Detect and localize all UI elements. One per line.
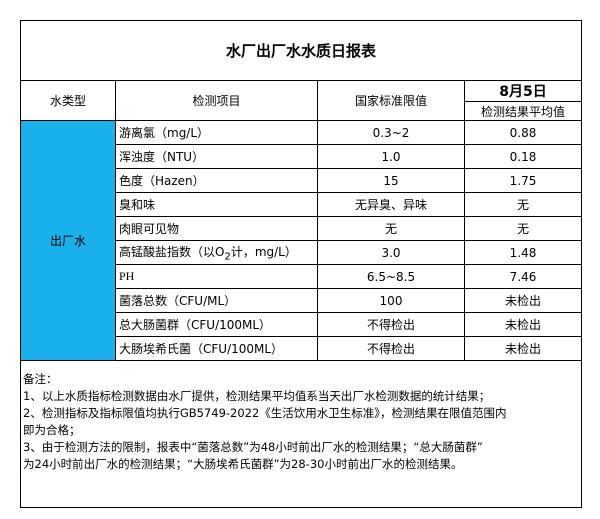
standard-cell: 100 bbox=[317, 288, 465, 313]
note-line: 3、由于检测方法的限制，报表中“菌落总数”为48小时前出厂水的检测结果；“总大肠… bbox=[23, 440, 483, 454]
notes-heading: 备注： bbox=[23, 372, 58, 386]
item-cell: 臭和味 bbox=[115, 192, 318, 217]
note-line: 1、以上水质指标检测数据由水厂提供，检测结果平均值系当天出厂水检测数据的统计结果… bbox=[23, 389, 491, 403]
item-cell: 浑浊度（NTU） bbox=[115, 144, 318, 169]
table-row: 浑浊度（NTU） 1.0 0.18 bbox=[21, 144, 583, 169]
header-result: 检测结果平均值 bbox=[463, 101, 583, 121]
standard-cell: 0.3~2 bbox=[317, 120, 465, 145]
item-subscript: 2 bbox=[224, 251, 231, 263]
item-cell: 高锰酸盐指数（以O2计，mg/L） bbox=[115, 240, 318, 265]
result-cell: 0.88 bbox=[463, 120, 583, 145]
standard-cell: 15 bbox=[317, 168, 465, 193]
table-row: 菌落总数（CFU/ML） 100 未检出 bbox=[21, 288, 583, 313]
header-date: 8月5日 bbox=[463, 80, 583, 102]
note-line: 为24小时前出厂水的检测结果；“大肠埃希氏菌群”为28-30小时前出厂水的检测结… bbox=[23, 457, 463, 471]
standard-cell: 1.0 bbox=[317, 144, 465, 169]
water-type-cell: 出厂水 bbox=[20, 120, 116, 361]
standard-cell: 无 bbox=[317, 216, 465, 241]
water-quality-report-table: 水厂出厂水水质日报表 水类型 检测项目 国家标准限值 8月5日 检测结果平均值 … bbox=[19, 20, 583, 508]
result-cell: 1.48 bbox=[463, 240, 583, 265]
standard-cell: 6.5~8.5 bbox=[317, 264, 465, 289]
result-cell: 未检出 bbox=[463, 336, 583, 361]
item-cell: PH bbox=[115, 264, 318, 289]
header-item: 检测项目 bbox=[115, 80, 318, 121]
item-cell: 色度（Hazen） bbox=[115, 168, 318, 193]
standard-cell: 无异臭、异味 bbox=[317, 192, 465, 217]
header-standard: 国家标准限值 bbox=[317, 80, 465, 121]
report-title: 水厂出厂水水质日报表 bbox=[19, 20, 583, 81]
result-cell: 无 bbox=[463, 216, 583, 241]
result-cell: 未检出 bbox=[463, 288, 583, 313]
standard-cell: 不得检出 bbox=[317, 336, 465, 361]
item-cell: 肉眼可见物 bbox=[115, 216, 318, 241]
table-row: 肉眼可见物无无 bbox=[21, 216, 583, 241]
table-row: PH 6.5~8.5 7.46 bbox=[21, 264, 583, 289]
result-cell: 7.46 bbox=[463, 264, 583, 289]
note-line: 2、检测指标及指标限值均执行GB5749-2022《生活饮用水卫生标准》，检测结… bbox=[23, 406, 507, 420]
item-cell: 总大肠菌群（CFU/100ML） bbox=[115, 312, 318, 337]
item-cell: 菌落总数（CFU/ML） bbox=[115, 288, 318, 313]
result-cell: 未检出 bbox=[463, 312, 583, 337]
item-text: 计，mg/L） bbox=[230, 244, 297, 259]
table-row: 色度（Hazen） 15 1.75 bbox=[21, 168, 583, 193]
item-cell: 大肠埃希氏菌（CFU/100ML） bbox=[115, 336, 318, 361]
result-cell: 0.18 bbox=[463, 144, 583, 169]
standard-cell: 不得检出 bbox=[317, 312, 465, 337]
notes-section: 备注： 1、以上水质指标检测数据由水厂提供，检测结果平均值系当天出厂水检测数据的… bbox=[19, 360, 583, 508]
table-row: 高锰酸盐指数（以O2计，mg/L） 3.0 1.48 bbox=[21, 240, 583, 265]
table-row: 臭和味 无异臭、异味无 bbox=[21, 192, 583, 217]
note-line: 即为合格； bbox=[23, 423, 81, 437]
standard-cell: 3.0 bbox=[317, 240, 465, 265]
table-row: 出厂水 游离氯（mg/L） 0.3~2 0.88 bbox=[20, 120, 583, 361]
result-cell: 1.75 bbox=[463, 168, 583, 193]
item-text: 高锰酸盐指数（以O bbox=[119, 244, 225, 259]
table-row: 大肠埃希氏菌（CFU/100ML） 不得检出 未检出 bbox=[21, 336, 583, 361]
result-cell: 无 bbox=[463, 192, 583, 217]
header-water-type: 水类型 bbox=[20, 80, 116, 121]
item-cell: 游离氯（mg/L） bbox=[115, 120, 318, 145]
